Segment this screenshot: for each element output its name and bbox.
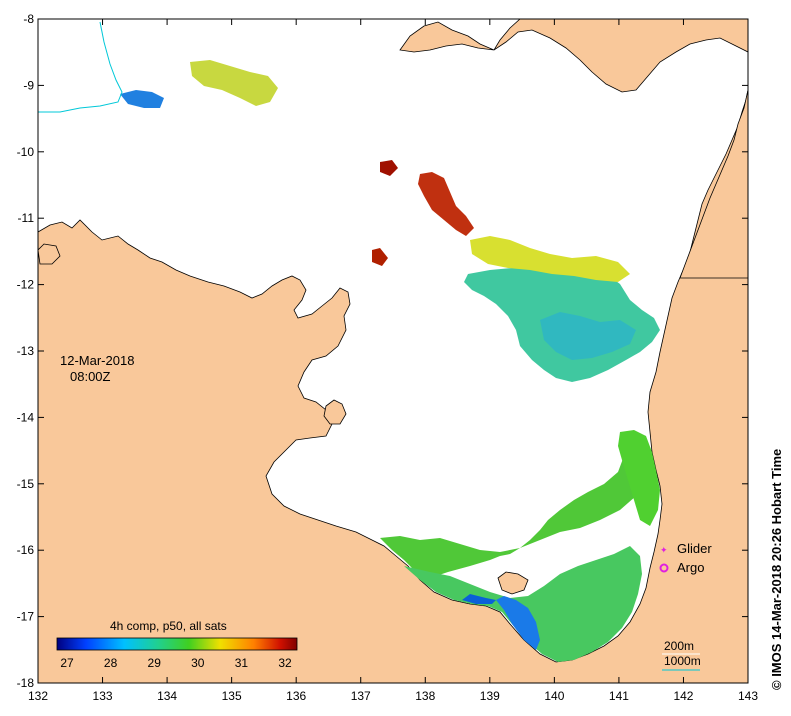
x-tick-label: 143 xyxy=(738,689,758,703)
colorbar-tick-label: 31 xyxy=(235,656,249,670)
land-arnhem xyxy=(38,89,748,683)
colorbar: 4h comp, p50, all sats 27 28 29 30 31 32 xyxy=(56,619,298,670)
sst-patch-south xyxy=(380,440,648,578)
colorbar-tick-label: 32 xyxy=(278,656,292,670)
sst-patch-nw-blue xyxy=(120,90,164,108)
sst-patch-blue xyxy=(496,596,540,650)
isobath-1000m-line xyxy=(38,21,123,113)
date-label: 12-Mar-2018 xyxy=(60,353,134,368)
sst-patch-red2 xyxy=(380,160,398,176)
colorbar-tick-label: 30 xyxy=(191,656,205,670)
x-tick-label: 138 xyxy=(415,689,435,703)
sst-patches xyxy=(120,60,660,662)
y-tick-label: -8 xyxy=(23,12,34,26)
y-tick-label: -10 xyxy=(17,145,35,159)
y-tick-label: -13 xyxy=(17,344,35,358)
land-tiwi xyxy=(38,243,61,265)
x-tick-label: 137 xyxy=(351,689,371,703)
y-tick-label: -11 xyxy=(18,211,35,225)
x-tick-label: 133 xyxy=(93,689,113,703)
time-label: 08:00Z xyxy=(70,369,111,384)
y-tick-label: -14 xyxy=(17,410,35,424)
platform-legend: ✦ Glider Argo xyxy=(659,541,712,575)
x-tick-label: 136 xyxy=(286,689,306,703)
isobath-200m-label: 200m xyxy=(664,639,694,653)
land xyxy=(38,19,748,683)
y-axis: -8 -9 -10 -11 -12 -13 -14 -15 -16 -17 -18 xyxy=(17,12,748,690)
x-tick-label: 139 xyxy=(480,689,500,703)
glider-icon: ✦ xyxy=(660,546,668,556)
sst-patch-southwest xyxy=(404,546,642,662)
x-tick-label: 142 xyxy=(673,689,693,703)
y-tick-label: -18 xyxy=(17,676,35,690)
sst-patch-north-band xyxy=(470,236,630,282)
isobath-legend: 200m 1000m xyxy=(662,639,701,671)
isobath-1000m-label: 1000m xyxy=(664,654,701,668)
x-tick-label: 140 xyxy=(544,689,564,703)
colorbar-tick-label: 28 xyxy=(104,656,118,670)
isobaths xyxy=(38,21,123,113)
x-tick-label: 135 xyxy=(222,689,242,703)
glider-label: Glider xyxy=(677,541,712,556)
colorbar-gradient xyxy=(56,637,298,651)
y-tick-label: -17 xyxy=(17,610,35,624)
colorbar-title: 4h comp, p50, all sats xyxy=(110,619,227,633)
sst-patch-blue2 xyxy=(462,594,496,604)
sst-patch-central2 xyxy=(540,312,636,360)
land-cape-york xyxy=(679,89,748,279)
credit-label: © IMOS 14-Mar-2018 20:26 Hobart Time xyxy=(769,449,784,690)
sst-patch-red3 xyxy=(372,248,388,266)
sst-patch-east xyxy=(618,430,660,526)
sst-patch-nw xyxy=(190,60,278,106)
x-tick-label: 132 xyxy=(28,689,48,703)
land-mornington xyxy=(497,571,529,595)
colorbar-ticks: 27 28 29 30 31 32 xyxy=(60,656,292,670)
y-tick-label: -12 xyxy=(17,278,35,292)
argo-label: Argo xyxy=(677,560,704,575)
colorbar-tick-label: 29 xyxy=(148,656,162,670)
land-groote xyxy=(323,399,347,425)
x-tick-label: 141 xyxy=(609,689,629,703)
x-axis: 132 133 134 135 136 137 138 139 140 141 142 143 xyxy=(28,19,758,703)
argo-icon xyxy=(659,563,669,573)
y-tick-label: -9 xyxy=(23,78,34,92)
sst-patch-red xyxy=(418,172,474,236)
y-tick-label: -15 xyxy=(17,477,35,491)
colorbar-tick-label: 27 xyxy=(60,656,74,670)
y-tick-label: -16 xyxy=(17,543,35,557)
x-tick-label: 134 xyxy=(157,689,177,703)
land-new-guinea xyxy=(399,19,748,93)
